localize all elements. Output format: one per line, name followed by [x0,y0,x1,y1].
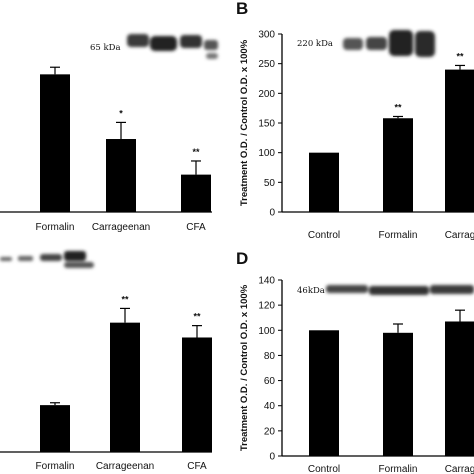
panel-b-y-tick-label: 50 [264,178,276,189]
panel-c-significance-mark: ** [121,294,129,304]
panel-a-bar [106,139,136,212]
panel-d-y-tick-label: 60 [264,376,276,387]
panel-d-bar [383,332,413,456]
panel-a-blot-label: 65 kDa [90,43,121,53]
panel-d-y-tick-label: 0 [269,452,275,463]
panel-b-y-tick-label: 300 [258,30,275,41]
panel-b-bar [309,152,339,212]
panel-b-marks: 0 50 100 150 200 250 300 Control ** Formalin ** Car… [258,30,474,241]
panel-d-blot-label: 46kDa [297,286,325,296]
panel-b-bar [445,69,474,212]
panel-b-category-label: Control [308,230,340,241]
panel-c-category-label: Formalin [36,461,75,472]
panel-a-category-label: Formalin [36,222,75,233]
panel-d-y-tick-label: 80 [264,351,276,362]
panel-d-y-tick-label: 20 [264,426,276,437]
panel-d-y-tick-label: 140 [258,276,275,287]
panel-a-significance-mark: * [119,108,123,118]
panel-d-y-label: Treatment O.D. / Control O.D. x 100% [239,284,250,451]
panel-c-bar [40,405,70,452]
panel-d-bar [309,330,339,456]
panel-b-blot-image [343,30,435,57]
panel-b-y-tick-label: 100 [258,148,275,159]
panel-c-bar [182,337,212,452]
panel-b-y-tick-label: 0 [269,208,275,219]
panel-a-marks: Formalin * Carrageenan ** CFA [36,66,211,233]
panel-c-category-label: CFA [187,461,207,472]
panel-b-category-label: Carrag [445,230,474,241]
chart-marks: Formalin*Carrageenan**CFA050100150200250… [36,30,474,474]
panel-c-significance-mark: ** [193,312,201,322]
panel-d-category-label: Control [308,464,340,474]
panel-c [0,251,212,453]
panel-b-y-tick-label: 250 [258,59,275,70]
panel-d-category-label: Carrag [445,464,474,474]
panel-d-y-tick-label: 100 [258,326,275,337]
panel-a-category-label: CFA [186,222,206,233]
panel-d-y-tick-label: 120 [258,301,275,312]
panel-d-blot-image [326,285,474,295]
panel-a-bar [181,174,211,212]
panel-d-bar [445,321,474,456]
panel-d-y-tick-label: 40 [264,401,276,412]
panel-c-blot-image [0,251,94,268]
panel-b-significance-mark: ** [456,51,464,61]
panel-a-category-label: Carrageenan [92,222,150,233]
panel-c-marks: Formalin ** Carrageenan ** CFA [36,294,212,472]
panel-c-bar [110,322,140,452]
panel-c-category-label: Carrageenan [96,461,154,472]
panel-b-letter: B [236,0,248,18]
panel-b-significance-mark: ** [394,102,402,112]
panel-d-category-label: Formalin [379,464,418,474]
panel-a-bar [40,74,70,212]
panel-b-blot-label: 220 kDa [297,39,333,49]
panel-b-bar [383,118,413,212]
panel-d-marks: 0 20 40 60 80 100 120 140 Control Formalin Carrag [258,276,474,474]
panel-d-letter: D [236,249,248,268]
panel-b-y-label: Treatment O.D. / Control O.D. x 100% [239,39,250,206]
panel-b-category-label: Formalin [379,230,418,241]
panel-b-y-tick-label: 150 [258,119,275,130]
panel-a-blot-image [127,34,218,59]
panel-a-significance-mark: ** [192,147,200,157]
panel-b-y-tick-label: 200 [258,89,275,100]
panel-a: 65 kDa [0,34,218,213]
